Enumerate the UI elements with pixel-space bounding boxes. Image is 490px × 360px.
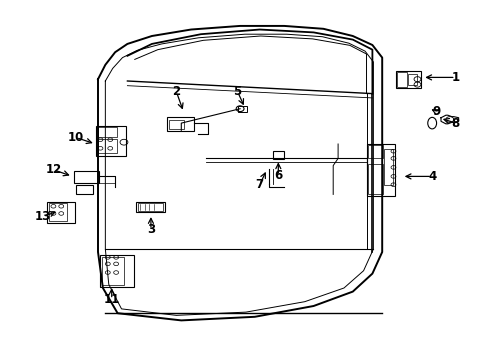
Bar xyxy=(74,171,99,183)
Text: 12: 12 xyxy=(46,163,62,176)
Bar xyxy=(408,74,417,85)
Bar xyxy=(169,120,184,129)
Bar xyxy=(396,71,421,88)
Bar xyxy=(102,257,124,285)
Text: 4: 4 xyxy=(428,170,436,183)
Bar xyxy=(136,202,165,212)
Text: 3: 3 xyxy=(147,223,155,236)
Text: 13: 13 xyxy=(35,210,51,223)
Bar xyxy=(138,203,163,211)
Bar xyxy=(98,127,117,137)
Text: 5: 5 xyxy=(234,85,242,98)
Bar xyxy=(368,145,383,158)
Text: 7: 7 xyxy=(256,178,264,191)
Bar xyxy=(384,149,393,185)
Bar xyxy=(49,203,67,221)
Text: 10: 10 xyxy=(68,131,84,144)
Bar xyxy=(47,202,75,223)
Text: 8: 8 xyxy=(452,117,460,130)
Bar xyxy=(76,185,93,194)
Bar xyxy=(96,126,126,156)
Text: 2: 2 xyxy=(172,85,180,98)
Bar xyxy=(98,139,117,153)
Bar xyxy=(368,164,383,194)
Bar xyxy=(273,151,284,159)
Text: 1: 1 xyxy=(452,71,460,84)
Bar xyxy=(167,117,194,131)
Bar xyxy=(367,144,395,196)
Text: 9: 9 xyxy=(432,105,440,118)
Bar xyxy=(238,106,247,112)
Text: 11: 11 xyxy=(103,293,120,306)
Bar xyxy=(397,72,407,87)
Bar xyxy=(100,255,134,287)
Text: 6: 6 xyxy=(274,169,282,182)
